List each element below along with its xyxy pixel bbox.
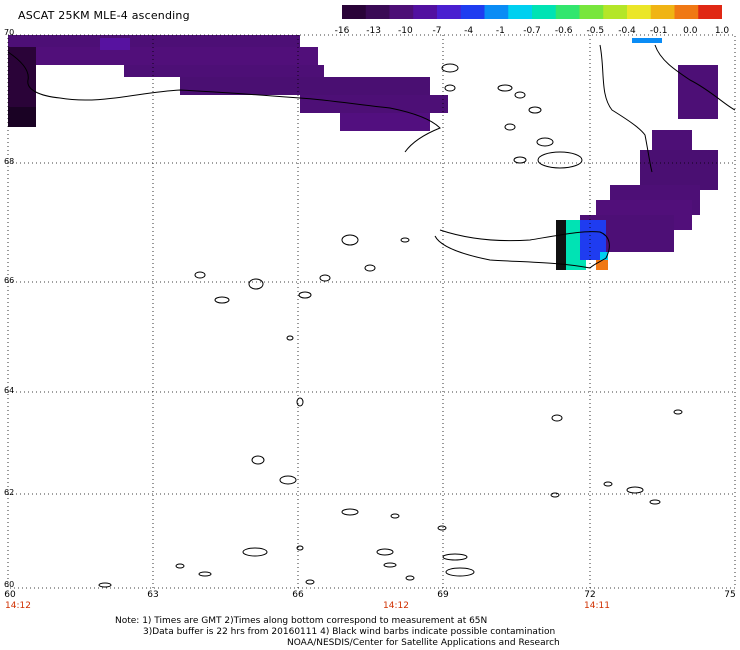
colorbar-swatch xyxy=(437,5,462,19)
colorbar-tick-label: -0.4 xyxy=(618,26,636,36)
colorbar-swatch xyxy=(603,5,628,19)
x-label-60: 60 xyxy=(4,590,16,600)
colorbar-tick-label: -1 xyxy=(495,26,505,36)
colorbar-tick-label: 1.0 xyxy=(714,26,730,36)
colorbar-tick-label: -0.6 xyxy=(554,26,573,36)
colorbar-swatch xyxy=(342,5,367,19)
x-label-75: 75 xyxy=(724,590,736,600)
data-swath xyxy=(8,35,718,270)
colorbar-swatch xyxy=(627,5,652,19)
coastlines xyxy=(7,44,736,269)
y-label-66: 66 xyxy=(4,276,15,285)
note-line-1: Note: 1) Times are GMT 2)Times along bot… xyxy=(115,616,488,626)
colorbar xyxy=(342,5,722,19)
y-label-70: 70 xyxy=(4,28,15,37)
colorbar-swatch xyxy=(579,5,604,19)
colorbar-swatch xyxy=(389,5,414,19)
time-label-left: 14:12 xyxy=(5,601,31,611)
map-title: ASCAT 25KM MLE-4 ascending xyxy=(18,9,190,22)
colorbar-swatch xyxy=(532,5,557,19)
y-label-62: 62 xyxy=(4,488,15,497)
colorbar-tick-label: 0.0 xyxy=(683,26,698,36)
x-label-69: 69 xyxy=(437,590,449,600)
islands xyxy=(98,63,683,588)
x-label-72: 72 xyxy=(584,590,596,600)
time-label-right: 14:11 xyxy=(584,601,610,611)
y-label-64: 64 xyxy=(4,386,15,395)
colorbar-tick-label: -7 xyxy=(432,26,442,36)
graticule xyxy=(8,35,735,588)
colorbar-tick-label: -0.1 xyxy=(649,26,668,36)
y-label-60: 60 xyxy=(4,580,15,589)
y-label-68: 68 xyxy=(4,157,15,166)
colorbar-swatch xyxy=(555,5,580,19)
colorbar-labels: -16 -13 -10 -7 -4 -1 -0.7 -0.6 -0.5 -0.4 -0.1 0.0 1.… xyxy=(335,26,730,38)
colorbar-swatch xyxy=(650,5,675,19)
colorbar-tick-label: -4 xyxy=(464,26,474,36)
colorbar-tick-label: -13 xyxy=(366,26,382,36)
colorbar-tick-label: -10 xyxy=(397,26,413,36)
note-line-3: NOAA/NESDIS/Center for Satellite Applica… xyxy=(287,638,560,648)
time-label-center: 14:12 xyxy=(383,601,409,611)
colorbar-swatch xyxy=(484,5,509,19)
colorbar-swatch xyxy=(460,5,485,19)
colorbar-swatch xyxy=(413,5,438,19)
colorbar-tick-label: -16 xyxy=(334,26,350,36)
x-label-63: 63 xyxy=(147,590,159,600)
x-label-66: 66 xyxy=(292,590,304,600)
colorbar-swatch xyxy=(365,5,390,19)
colorbar-swatch xyxy=(508,5,533,19)
colorbar-swatch xyxy=(674,5,699,19)
colorbar-tick-label: -0.5 xyxy=(586,26,605,36)
note-line-2: 3)Data buffer is 22 hrs from 20160111 4)… xyxy=(143,627,556,637)
colorbar-swatch xyxy=(698,5,722,19)
colorbar-tick-label: -0.7 xyxy=(523,26,541,36)
